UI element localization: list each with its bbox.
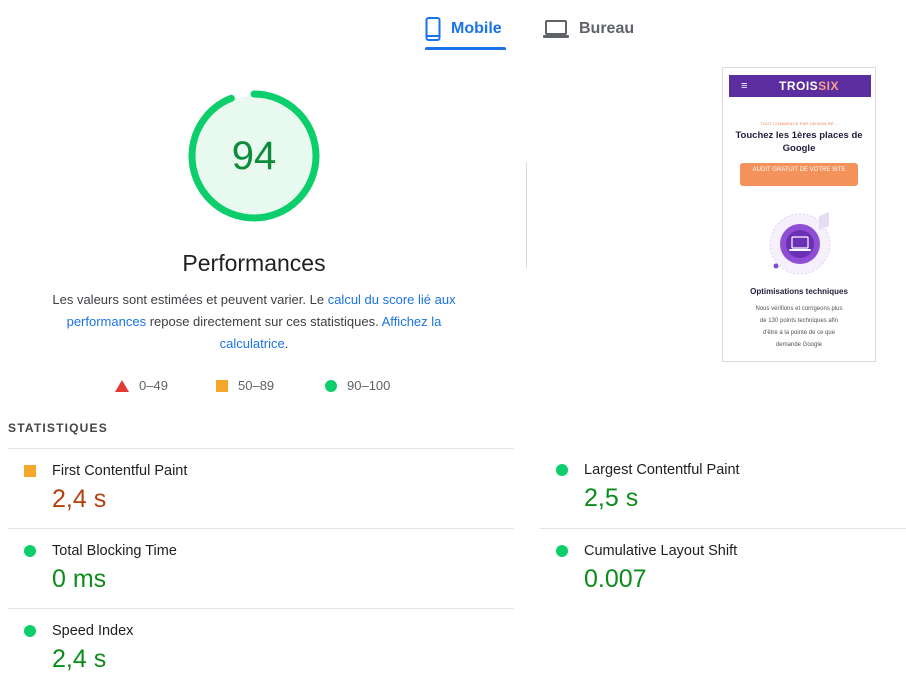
metric-value: 2,5 s	[584, 484, 639, 512]
metric-name: Cumulative Layout Shift	[584, 543, 738, 559]
tab-mobile-label: Mobile	[451, 20, 502, 37]
orange-square-icon	[216, 379, 228, 392]
laptop-illustration-icon	[767, 208, 837, 278]
thumbnail-headline: Touchez les 1ères places de Google	[735, 130, 863, 154]
score-legend: 0–49 50–89 90–100	[0, 378, 520, 396]
performance-gauge: 94	[184, 86, 324, 226]
metric-value: 0.007	[584, 565, 647, 593]
metric-name: First Contentful Paint	[52, 463, 188, 479]
green-circle-icon	[556, 545, 568, 557]
metric-cumulative-layout-shift: Cumulative Layout Shift 0.007	[540, 528, 906, 608]
performance-description: Les valeurs sont estimées et peuvent var…	[40, 289, 468, 355]
device-tabs: Mobile Bureau	[0, 0, 906, 50]
metric-speed-index: Speed Index 2,4 s	[8, 608, 514, 688]
calculator-link[interactable]: Affichez la calculatrice	[219, 314, 442, 351]
thumbnail-kicker: TOUT COMMENCE PAR UN BON RÉ...	[760, 121, 838, 126]
statistics-heading: STATISTIQUES	[8, 421, 108, 435]
performance-title: Performances	[182, 250, 326, 276]
orange-square-icon	[24, 465, 36, 477]
red-triangle-icon	[115, 379, 129, 392]
site-logo: TROISSIX	[779, 79, 840, 93]
tab-desktop-label: Bureau	[579, 20, 635, 37]
smartphone-icon	[425, 17, 441, 41]
metric-largest-contentful-paint: Largest Contentful Paint 2,5 s	[540, 448, 906, 528]
metric-first-contentful-paint: First Contentful Paint 2,4 s	[8, 448, 514, 528]
page-screenshot-thumbnail[interactable]: ≡ TROISSIX TOUT COMMENCE PAR UN BON RÉ..…	[722, 67, 876, 362]
thumbnail-section-title: Optimisations techniques	[750, 287, 848, 296]
description-text: .	[284, 336, 289, 351]
vertical-divider	[526, 162, 527, 268]
thumbnail-header: ≡ TROISSIX	[729, 75, 871, 97]
thumbnail-cta-button: AUDIT GRATUIT DE VOTRE SITE	[740, 163, 858, 186]
green-circle-icon	[24, 625, 36, 637]
laptop-icon	[543, 19, 569, 39]
gauge-ring	[188, 90, 320, 222]
metric-value: 2,4 s	[52, 485, 107, 513]
legend-item-average: 50–89	[216, 378, 274, 393]
description-text: repose directement sur ces statistiques.	[146, 314, 382, 329]
green-circle-icon	[24, 545, 36, 557]
metric-value: 2,4 s	[52, 645, 107, 673]
tab-desktop[interactable]: Bureau	[543, 8, 643, 50]
score-calculation-link[interactable]: calcul du score lié aux performances	[66, 292, 456, 329]
tab-mobile[interactable]: Mobile	[425, 8, 506, 50]
legend-item-pass: 90–100	[325, 378, 390, 393]
thumbnail-section-text: Nous vérifions et corrigeons plus de 130…	[755, 306, 843, 348]
legend-label: 50–89	[238, 378, 275, 393]
legend-label: 90–100	[347, 378, 391, 393]
performance-score: 94	[231, 133, 277, 178]
legend-label: 0–49	[139, 378, 168, 393]
description-text: Les valeurs sont estimées et peuvent var…	[52, 292, 328, 307]
hamburger-menu-icon: ≡	[741, 80, 748, 92]
legend-item-fail: 0–49	[115, 378, 168, 393]
green-circle-icon	[556, 464, 568, 476]
metric-total-blocking-time: Total Blocking Time 0 ms	[8, 528, 514, 608]
metric-name: Speed Index	[52, 623, 134, 639]
green-circle-icon	[325, 379, 337, 392]
metric-value: 0 ms	[52, 565, 107, 593]
metric-name: Largest Contentful Paint	[584, 462, 740, 478]
metric-name: Total Blocking Time	[52, 543, 177, 559]
